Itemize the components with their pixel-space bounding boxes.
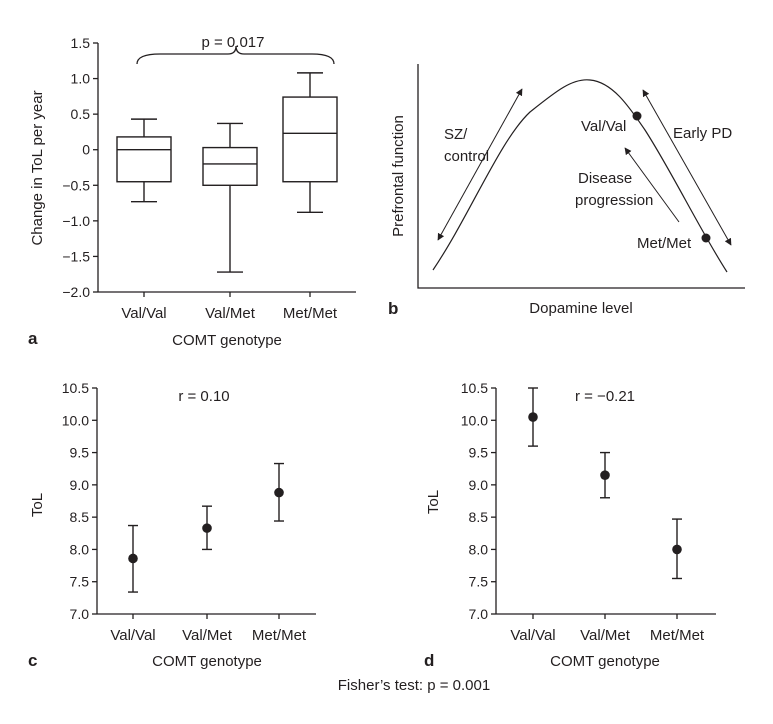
panel-a-y-tick-label: 1.5 [71, 35, 91, 51]
panel-d-y-tick-label: 8.0 [469, 541, 489, 557]
panel-d-x-tick-label: Val/Val [510, 627, 555, 644]
mean-point [600, 470, 610, 480]
early-pd-label: Early PD [673, 125, 732, 142]
early-pd-arrow [642, 89, 732, 246]
panel-d-errorbar: d ToL COMT genotype r = −0.21 7.0 7.5 8.0 8… [424, 380, 716, 670]
iqr-box [202, 146, 258, 186]
panel-c-x-tick-label: Val/Met [182, 627, 233, 644]
sz-control-arrow [437, 88, 523, 241]
panel-d-xlabel: COMT genotype [550, 653, 660, 670]
mean-point [528, 412, 538, 422]
panel-label-a: a [28, 329, 38, 348]
panel-a-x-tick-label: Val/Met [205, 305, 256, 322]
panel-d-y-tick-label: 7.5 [469, 574, 489, 590]
disease-label: Disease [578, 170, 632, 187]
valval-point [632, 111, 642, 121]
panel-c-y-tick-label: 9.0 [70, 477, 90, 493]
panel-c-y-tick-label: 7.0 [70, 606, 90, 622]
mean-point [672, 544, 682, 555]
panel-a-x-tick-label: Met/Met [283, 305, 338, 322]
panel-d-r-annotation: r = −0.21 [575, 388, 635, 405]
panel-c-y-tick-label: 7.5 [70, 574, 90, 590]
iqr-box [282, 96, 338, 183]
panel-a-x-tick-label: Val/Val [121, 305, 166, 322]
panel-a-y-tick-label: 0.5 [71, 106, 91, 122]
panel-c-ylabel: ToL [29, 493, 46, 517]
panel-a-y-tick-label: −0.5 [62, 177, 90, 193]
panel-d-y-tick-label: 9.5 [469, 445, 489, 461]
panel-c-y-tick-label: 10.5 [62, 380, 89, 396]
panel-a-y-tick-label: 0 [82, 142, 90, 158]
panel-c-errorbar: c ToL COMT genotype r = 0.10 7.0 7.5 8.0 8.… [28, 380, 316, 670]
panel-c-x-tick-label: Met/Met [252, 627, 307, 644]
panel-label-d: d [424, 651, 434, 670]
panel-d-y-tick-label: 10.0 [461, 412, 488, 428]
panel-label-b: b [388, 299, 398, 318]
panel-a-y-tick-label: −1.0 [62, 213, 90, 229]
panel-d-y-tick-label: 7.0 [469, 606, 489, 622]
panel-d-x-tick-label: Val/Met [580, 627, 631, 644]
disease-progression-arrow [624, 147, 680, 223]
mean-point [202, 523, 212, 533]
control-label: control [444, 148, 489, 165]
panel-b-axes [417, 64, 745, 289]
p-value-brace [136, 45, 335, 65]
metmet-label: Met/Met [637, 235, 692, 252]
panel-a-xlabel: COMT genotype [172, 332, 282, 349]
panel-a-y-tick-label: −2.0 [62, 284, 90, 300]
panel-b-schematic: b Prefrontal function Dopamine level SZ/… [388, 64, 745, 318]
panel-c-y-tick-label: 8.5 [70, 509, 90, 525]
mean-point [128, 553, 138, 564]
iqr-box [116, 136, 172, 183]
panel-c-y-tick-label: 9.5 [70, 445, 90, 461]
panel-c-r-annotation: r = 0.10 [178, 388, 229, 405]
panel-a-y-tick-label: 1.0 [71, 71, 91, 87]
progression-label: progression [575, 192, 653, 209]
panel-c-y-tick-label: 8.0 [70, 541, 90, 557]
panel-c-x-tick-label: Val/Val [110, 627, 155, 644]
mean-point [274, 487, 284, 498]
panel-d-y-tick-label: 8.5 [469, 509, 489, 525]
panel-a-p-annotation: p = 0.017 [202, 34, 265, 51]
fisher-test-footer: Fisher’s test: p = 0.001 [338, 677, 490, 694]
panel-b-xlabel: Dopamine level [529, 300, 632, 317]
panel-label-c: c [28, 651, 37, 670]
panel-d-y-tick-label: 9.0 [469, 477, 489, 493]
panel-c-y-tick-label: 10.0 [62, 412, 89, 428]
panel-d-x-tick-label: Met/Met [650, 627, 705, 644]
panel-a-boxplot: a Change in ToL per year COMT genotype p… [28, 34, 356, 349]
panel-b-ylabel: Prefrontal function [390, 115, 407, 237]
panel-d-y-tick-label: 10.5 [461, 380, 488, 396]
panel-c-xlabel: COMT genotype [152, 653, 262, 670]
metmet-point [701, 233, 711, 243]
valval-label: Val/Val [581, 118, 626, 135]
panel-d-ylabel: ToL [425, 490, 442, 514]
panel-a-ylabel: Change in ToL per year [29, 90, 46, 245]
panel-a-y-tick-label: −1.5 [62, 248, 90, 264]
sz-label: SZ/ [444, 126, 468, 143]
